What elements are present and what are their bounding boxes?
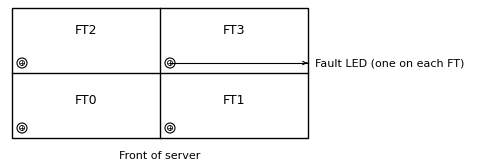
Text: FT3: FT3	[223, 24, 245, 36]
Ellipse shape	[165, 123, 175, 133]
Ellipse shape	[167, 125, 172, 131]
Text: FT2: FT2	[75, 24, 97, 36]
Ellipse shape	[20, 125, 25, 131]
Ellipse shape	[165, 58, 175, 68]
Ellipse shape	[20, 60, 25, 66]
Text: FT1: FT1	[223, 94, 245, 107]
Ellipse shape	[17, 123, 27, 133]
Text: Front of server: Front of server	[119, 151, 201, 161]
Text: Fault LED (one on each FT): Fault LED (one on each FT)	[315, 58, 464, 68]
Ellipse shape	[167, 60, 172, 66]
Ellipse shape	[17, 58, 27, 68]
Text: FT0: FT0	[75, 94, 97, 107]
